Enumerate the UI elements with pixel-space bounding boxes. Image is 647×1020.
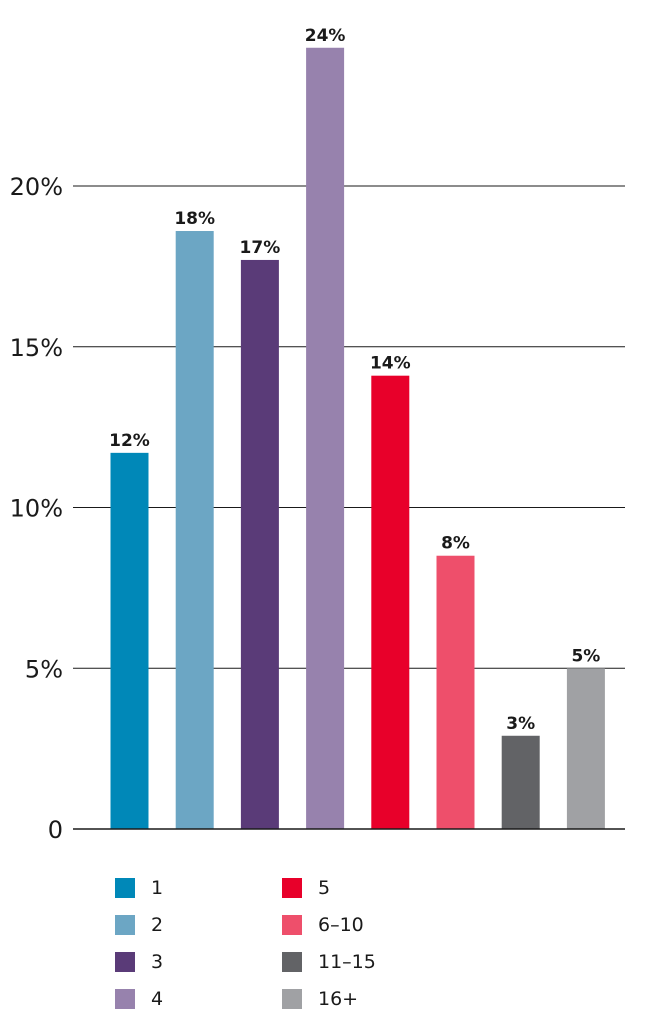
legend: 1 2 3 4 5 6–10 11–15 16+: [115, 876, 415, 1016]
bar-11–15: [501, 735, 540, 829]
legend-swatch: [282, 878, 302, 898]
legend-label: 5: [318, 877, 331, 899]
legend-swatch: [115, 989, 135, 1009]
legend-item: 4: [115, 987, 163, 1011]
legend-swatch: [115, 952, 135, 972]
data-label: 8%: [441, 534, 470, 554]
bar-chart: 0 5% 10% 15% 20% 12% 18% 17% 24% 14% 8% 3% 5%: [10, 26, 625, 844]
bar-16+: [566, 668, 605, 829]
legend-label: 1: [151, 877, 164, 899]
data-labels: 12% 18% 17% 24% 14% 8% 3% 5%: [109, 26, 600, 734]
bar-1: [110, 452, 149, 829]
legend-label: 4: [151, 988, 164, 1010]
legend-swatch: [282, 989, 302, 1009]
legend-item: 2: [115, 913, 163, 937]
bar-4: [306, 47, 345, 829]
legend-label: 6–10: [318, 914, 364, 936]
data-label: 24%: [305, 26, 346, 46]
y-tick-label: 5%: [25, 655, 63, 683]
bars: [110, 47, 605, 829]
legend-label: 3: [151, 951, 164, 973]
legend-label: 16+: [318, 988, 359, 1010]
bar-6–10: [436, 555, 475, 829]
y-tick-label: 0: [48, 816, 63, 844]
legend-item: 1: [115, 876, 163, 900]
bar-2: [175, 231, 214, 829]
legend-item: 11–15: [282, 950, 376, 974]
data-label: 17%: [240, 238, 281, 258]
legend-swatch: [282, 915, 302, 935]
legend-item: 3: [115, 950, 163, 974]
data-label: 3%: [506, 714, 535, 734]
legend-label: 2: [151, 914, 164, 936]
y-tick-label: 20%: [10, 173, 63, 201]
legend-swatch: [115, 915, 135, 935]
data-label: 5%: [571, 646, 600, 666]
y-tick-label: 15%: [10, 334, 63, 362]
grid-lines: [73, 185, 625, 669]
y-tick-label: 10%: [10, 495, 63, 523]
bar-3: [240, 259, 279, 829]
y-axis-tick-labels: 0 5% 10% 15% 20%: [10, 173, 63, 844]
legend-swatch: [115, 878, 135, 898]
legend-item: 6–10: [282, 913, 364, 937]
legend-swatch: [282, 952, 302, 972]
legend-item: 16+: [282, 987, 358, 1011]
legend-item: 5: [282, 876, 330, 900]
data-label: 14%: [370, 354, 411, 374]
legend-label: 11–15: [318, 951, 376, 973]
bar-5: [371, 375, 410, 829]
data-label: 12%: [109, 431, 150, 451]
data-label: 18%: [174, 209, 215, 229]
